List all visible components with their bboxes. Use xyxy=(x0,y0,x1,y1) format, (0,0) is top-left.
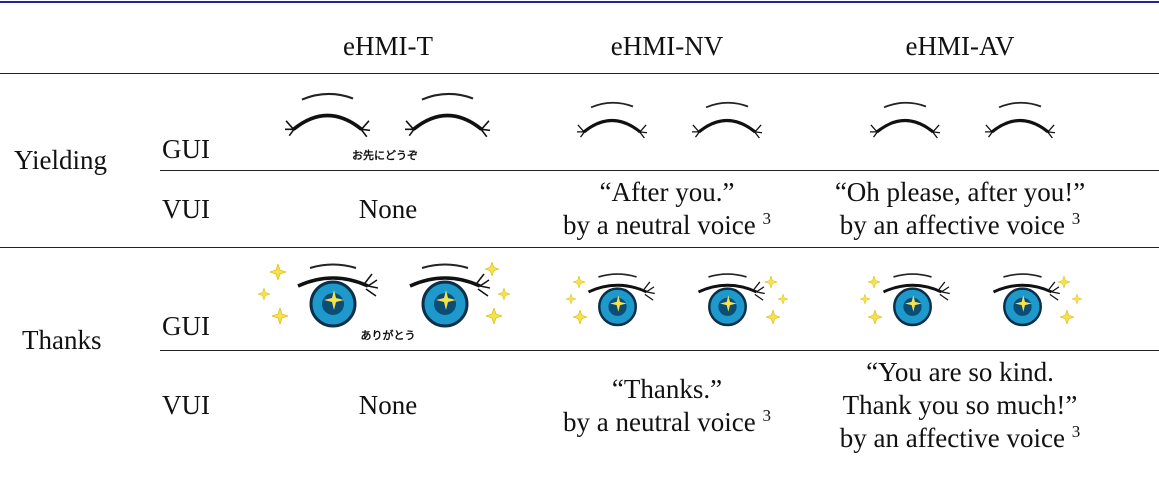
eye-open xyxy=(697,272,765,327)
row-label: VUI xyxy=(162,194,210,224)
cell-text: by a neutral voice xyxy=(563,407,756,437)
row-label: VUI xyxy=(162,390,210,420)
cell: “Oh please, after you!” by an affective v… xyxy=(835,176,1085,242)
eye-open xyxy=(882,272,950,327)
column-header: eHMI-NV xyxy=(610,31,724,61)
sparkle xyxy=(766,310,780,324)
eye-closed xyxy=(870,101,940,140)
top-rule xyxy=(0,1,1159,3)
sparkle xyxy=(778,294,788,304)
column-header: eHMI-AV xyxy=(905,31,1015,61)
rule xyxy=(160,350,1159,351)
row-group-label: Thanks xyxy=(22,325,102,355)
rule xyxy=(0,247,1159,248)
cell: “Thanks.” by a neutral voice 3 xyxy=(563,373,771,439)
footnote: 3 xyxy=(762,406,771,425)
eye-open xyxy=(408,262,490,328)
cell-text: by an affective voice xyxy=(839,210,1065,240)
cell-text: None xyxy=(358,390,418,420)
gui-caption: お先にどうぞ xyxy=(352,149,418,162)
cell-text: by an affective voice xyxy=(839,423,1065,453)
footnote: 3 xyxy=(762,209,771,228)
sparkle xyxy=(868,310,882,324)
cell-text: Thank you so much!” xyxy=(842,390,1078,420)
cell-text: “You are so kind. xyxy=(866,357,1054,387)
cell: None xyxy=(359,193,417,226)
sparkle xyxy=(566,294,576,304)
eye-closed xyxy=(692,101,762,140)
row-group-label: Yielding xyxy=(14,145,107,175)
eye-closed xyxy=(405,92,490,139)
sparkle xyxy=(573,310,587,324)
cell-text: “After you.” xyxy=(599,177,735,207)
row-label: GUI xyxy=(162,311,210,341)
sparkle xyxy=(498,288,510,300)
eye-closed xyxy=(577,101,647,140)
sparkle xyxy=(868,276,880,288)
cell: None xyxy=(359,389,417,422)
rule xyxy=(0,73,1159,74)
sparkle xyxy=(1060,310,1074,324)
eye-closed xyxy=(985,101,1055,140)
sparkle xyxy=(860,294,870,304)
sparkle xyxy=(765,276,777,288)
cell-text: by a neutral voice xyxy=(563,210,756,240)
eye-open xyxy=(296,262,378,328)
eye-closed xyxy=(285,92,370,139)
sparkle xyxy=(486,308,502,324)
eye-open xyxy=(992,272,1060,327)
cell-text: “Oh please, after you!” xyxy=(834,177,1086,207)
cell: “You are so kind. Thank you so much!” by a… xyxy=(840,356,1080,455)
sparkle xyxy=(1072,294,1082,304)
gui-caption: ありがとう xyxy=(360,329,416,342)
cell-text: “Thanks.” xyxy=(611,374,723,404)
sparkle xyxy=(272,308,288,324)
eye-open xyxy=(587,272,655,327)
sparkle xyxy=(1058,276,1070,288)
sparkle xyxy=(258,288,270,300)
sparkle xyxy=(485,262,499,276)
sparkle xyxy=(270,264,286,280)
footnote: 3 xyxy=(1071,209,1081,228)
rule xyxy=(160,170,1159,171)
cell: “After you.” by a neutral voice 3 xyxy=(563,176,771,242)
footnote: 3 xyxy=(1071,422,1081,441)
row-label: GUI xyxy=(162,134,210,164)
sparkle xyxy=(573,276,585,288)
cell-text: None xyxy=(358,194,418,224)
column-header: eHMI-T xyxy=(343,31,433,61)
